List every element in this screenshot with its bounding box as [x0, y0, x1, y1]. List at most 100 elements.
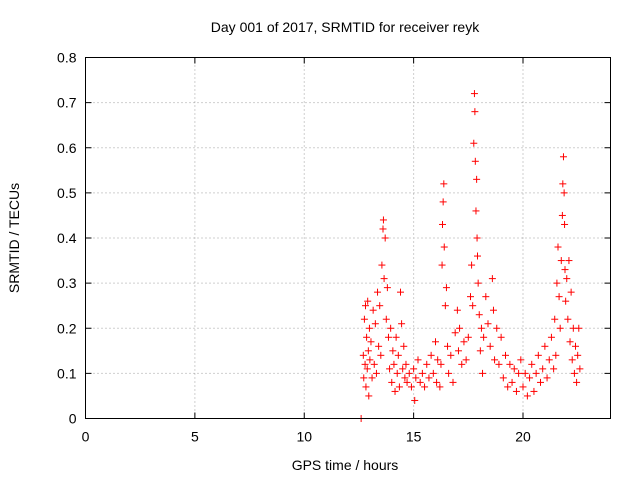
data-point [532, 369, 540, 377]
data-point [464, 333, 472, 341]
data-point [566, 338, 574, 346]
data-point [401, 374, 409, 382]
data-point [493, 324, 501, 332]
x-tick-label: 10 [296, 429, 312, 445]
data-point [510, 365, 518, 373]
data-point [573, 378, 581, 386]
data-point [572, 342, 579, 350]
data-point [451, 329, 459, 337]
data-point [568, 356, 576, 364]
data-point [369, 306, 377, 314]
data-point [458, 360, 466, 368]
y-tick-label: 0.2 [57, 320, 77, 336]
data-point [439, 220, 446, 228]
data-point [364, 347, 372, 355]
data-point [470, 139, 478, 147]
data-point [418, 369, 426, 377]
data-point [447, 351, 455, 359]
data-point [380, 275, 388, 283]
data-point [479, 369, 487, 377]
data-point [523, 392, 531, 400]
data-point [445, 369, 453, 377]
y-tick-label: 0.3 [57, 275, 77, 291]
data-point [407, 383, 415, 391]
data-point [467, 293, 474, 301]
data-point [441, 302, 449, 310]
data-point [517, 356, 525, 364]
data-point [442, 284, 450, 292]
data-point [474, 252, 481, 260]
data-point [367, 338, 375, 346]
y-axis-label: SRMTID / TECUs [6, 183, 22, 293]
data-point [506, 360, 514, 368]
data-point [491, 356, 499, 364]
data-point [460, 338, 468, 346]
data-point [515, 369, 523, 377]
data-point [370, 360, 378, 368]
data-point [521, 369, 529, 377]
data-point [433, 378, 441, 386]
data-point [453, 306, 461, 314]
data-point [480, 333, 488, 341]
data-point [362, 383, 370, 391]
data-point [421, 383, 429, 391]
data-point [374, 288, 382, 296]
data-point [395, 383, 403, 391]
data-point [504, 383, 512, 391]
data-point [384, 333, 392, 341]
data-point [389, 347, 397, 355]
data-point [456, 324, 464, 332]
data-point [543, 374, 551, 382]
data-point [414, 356, 422, 364]
data-point [437, 360, 445, 368]
data-point [495, 360, 503, 368]
data-point [482, 293, 490, 301]
data-point [534, 351, 542, 359]
data-point [554, 243, 562, 251]
data-points [357, 90, 584, 422]
data-point [390, 360, 398, 368]
data-point [361, 360, 369, 368]
data-point [371, 320, 379, 328]
data-point [564, 315, 572, 323]
data-point [541, 342, 549, 350]
x-tick-labels: 0 5 10 15 20 [82, 429, 531, 445]
data-point [425, 374, 433, 382]
data-point [454, 347, 462, 355]
data-point [393, 369, 401, 377]
data-point [486, 342, 494, 350]
data-point [378, 261, 386, 269]
data-point [471, 157, 479, 165]
data-point [563, 275, 571, 283]
data-point [473, 175, 481, 183]
data-point [434, 356, 442, 364]
data-point [387, 324, 395, 332]
data-point [410, 365, 418, 373]
data-point [468, 261, 476, 269]
data-point [427, 351, 435, 359]
data-point [439, 198, 447, 206]
data-point [484, 320, 492, 328]
data-point [539, 365, 547, 373]
data-point [575, 324, 583, 332]
data-point [469, 302, 477, 310]
data-point [556, 324, 564, 332]
data-point [576, 365, 584, 373]
data-point [475, 311, 483, 319]
data-point [365, 392, 373, 400]
x-tick-label: 15 [406, 429, 422, 445]
data-point [561, 220, 569, 228]
data-point [553, 279, 561, 287]
x-tick-label: 5 [191, 429, 199, 445]
data-point [375, 342, 383, 350]
data-point [392, 333, 400, 341]
chart-title: Day 001 of 2017, SRMTID for receiver rey… [211, 19, 480, 35]
data-point [489, 306, 497, 314]
x-tick-label: 0 [82, 429, 90, 445]
data-point [360, 315, 368, 323]
data-point [547, 333, 555, 341]
data-point [383, 284, 391, 292]
data-point [432, 338, 439, 346]
data-point [436, 383, 444, 391]
